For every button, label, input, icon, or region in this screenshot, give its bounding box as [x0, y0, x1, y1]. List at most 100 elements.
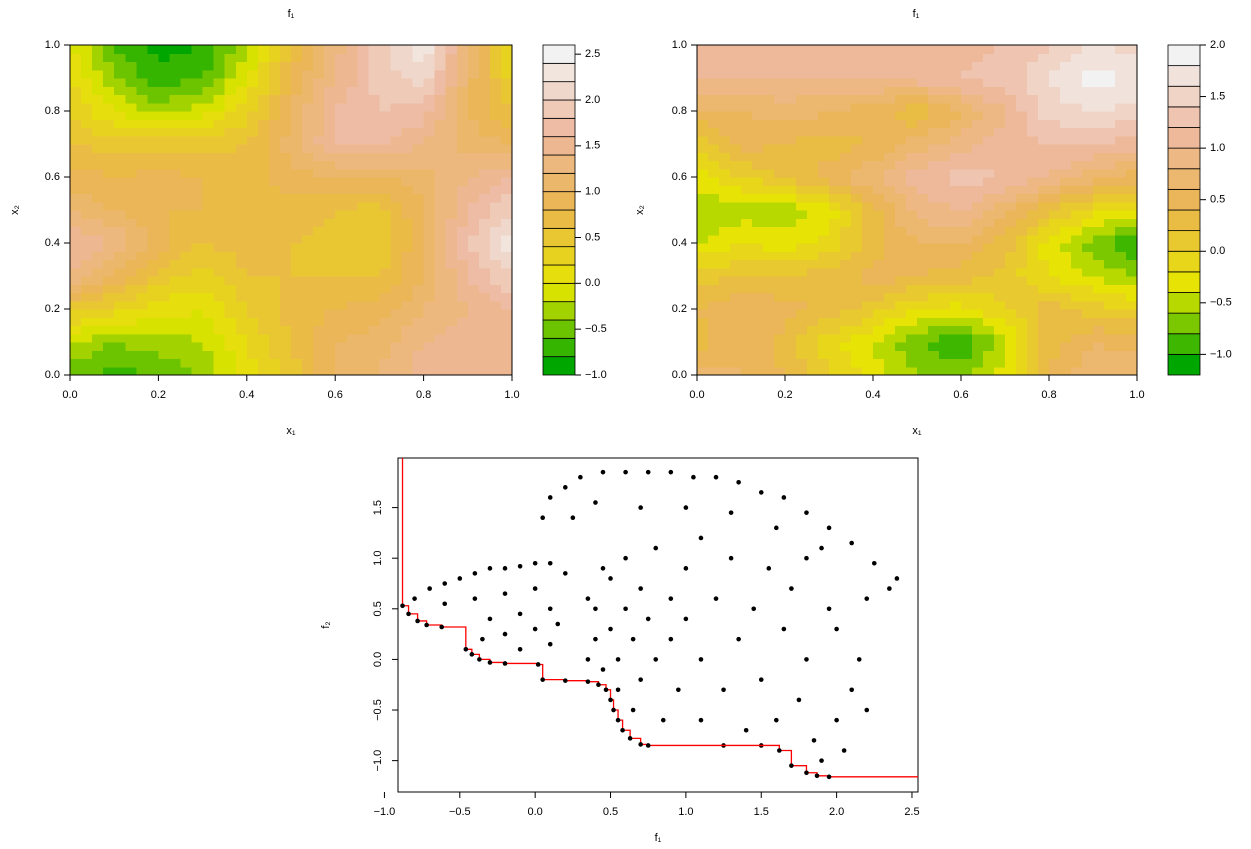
contour-cell	[235, 267, 248, 277]
contour-cell	[489, 102, 502, 112]
contour-cell	[697, 61, 709, 71]
contour-cell	[136, 135, 148, 145]
contour-cell	[125, 251, 137, 261]
contour-cell	[807, 317, 819, 327]
contour-cell	[467, 358, 480, 368]
contour-cell	[939, 218, 951, 228]
contour-cell	[697, 53, 709, 63]
contour-cell	[213, 342, 226, 351]
point	[585, 657, 591, 662]
contour-cell	[1005, 185, 1017, 195]
contour-cell	[368, 144, 380, 153]
contour-cell	[961, 61, 973, 71]
contour-cell	[1060, 78, 1072, 87]
contour-cell	[313, 144, 325, 153]
contour-cell	[1005, 292, 1017, 302]
contour-cell	[500, 251, 513, 261]
contour-cell	[346, 226, 358, 236]
contour-cell	[1049, 218, 1061, 228]
color-key-band	[1167, 271, 1201, 293]
contour-cell	[1060, 342, 1072, 351]
pareto-point	[826, 774, 832, 780]
contour-cell	[774, 342, 786, 351]
contour-cell	[147, 135, 159, 145]
contour-cell	[719, 234, 731, 244]
contour-cell	[994, 276, 1006, 285]
contour-cell	[246, 144, 259, 153]
contour-cell	[862, 53, 874, 63]
contour-cell	[103, 201, 115, 211]
contour-cell	[401, 177, 414, 186]
contour-cell	[928, 292, 940, 302]
contour-cell	[423, 350, 436, 360]
contour-cell	[335, 102, 347, 112]
contour-cell	[928, 358, 940, 368]
contour-cell	[125, 218, 137, 228]
contour-cell	[489, 267, 502, 277]
contour-cell	[741, 350, 753, 360]
contour-cell	[158, 144, 171, 153]
contour-cell	[70, 152, 82, 162]
contour-cell	[489, 251, 502, 261]
contour-cell	[434, 193, 447, 203]
contour-cell	[829, 267, 841, 277]
contour-cell	[103, 193, 115, 203]
contour-cell	[412, 201, 425, 211]
contour-cell	[1082, 185, 1094, 195]
contour-cell	[774, 69, 786, 79]
contour-cell	[125, 234, 137, 244]
contour-cell	[796, 292, 808, 302]
contour-cell	[70, 317, 82, 327]
contour-cell	[434, 317, 447, 327]
contour-cell	[191, 201, 204, 211]
contour-cell	[257, 94, 270, 104]
contour-cell	[401, 350, 414, 360]
contour-cell	[92, 350, 104, 360]
contour-cell	[1126, 94, 1138, 104]
contour-cell	[873, 201, 885, 211]
contour-cell	[445, 185, 458, 195]
contour-cell	[884, 210, 896, 219]
contour-cell	[972, 300, 984, 310]
contour-cell	[895, 69, 907, 79]
contour-cell	[313, 86, 325, 96]
contour-cell	[950, 259, 962, 269]
contour-cell	[412, 267, 425, 277]
contour-cell	[357, 94, 369, 104]
contour-cell	[1049, 300, 1061, 310]
contour-cell	[324, 276, 336, 285]
contour-cell	[1049, 284, 1061, 294]
contour-cell	[972, 276, 984, 285]
contour-cell	[1082, 152, 1094, 162]
contour-cell	[906, 292, 918, 302]
contour-cell	[246, 350, 259, 360]
contour-cell	[224, 78, 237, 87]
contour-cell	[302, 102, 314, 112]
contour-cell	[235, 78, 248, 87]
pareto-point	[814, 773, 820, 779]
contour-cell	[324, 350, 336, 360]
contour-cell	[741, 317, 753, 327]
contour-cell	[235, 210, 248, 219]
contour-cell	[401, 86, 414, 96]
contour-cell	[862, 45, 874, 54]
contour-cell	[191, 69, 204, 79]
contour-cell	[103, 292, 115, 302]
contour-cell	[1126, 127, 1138, 137]
contour-cell	[291, 284, 303, 294]
contour-cell	[752, 218, 764, 228]
contour-cell	[335, 243, 347, 252]
contour-cell	[434, 243, 447, 252]
contour-cell	[401, 284, 414, 294]
contour-cell	[1093, 94, 1105, 104]
point	[698, 535, 704, 541]
contour-cell	[158, 160, 171, 170]
contour-cell	[445, 300, 458, 310]
contour-cell	[829, 309, 841, 318]
contour-cell	[81, 267, 93, 277]
contour-cell	[1071, 292, 1083, 302]
contour-cell	[994, 135, 1006, 145]
contour-cell	[434, 201, 447, 211]
contour-cell	[961, 201, 973, 211]
contour-cell	[708, 135, 720, 145]
